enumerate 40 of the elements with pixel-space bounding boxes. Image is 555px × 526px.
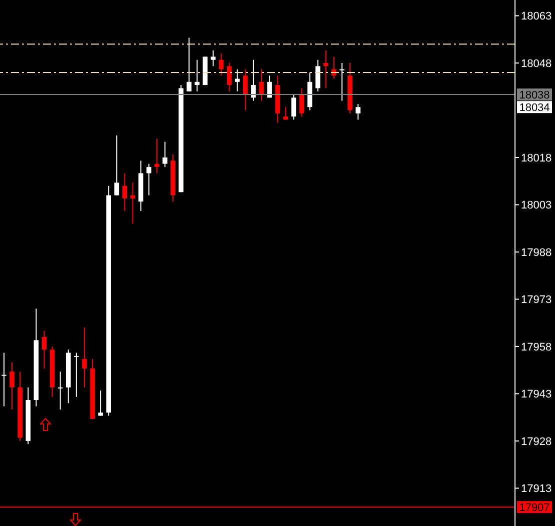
annotation: 18034 <box>519 102 550 114</box>
candlestick <box>259 68 264 102</box>
candlestick <box>194 59 200 92</box>
candlestick <box>251 59 256 102</box>
y-tick-label: 18063 <box>521 10 552 23</box>
candlestick <box>82 327 87 388</box>
candlestick <box>218 53 224 76</box>
candlestick <box>74 352 79 398</box>
candlestick <box>291 94 296 120</box>
ref-line-label: 18038 <box>519 89 550 102</box>
candlestick <box>340 62 344 102</box>
candlestick <box>2 352 6 407</box>
y-tick-label: 18018 <box>521 152 552 164</box>
y-tick-label: 17943 <box>521 388 552 401</box>
y-tick-label: 17973 <box>521 294 552 306</box>
candlestick <box>122 172 128 212</box>
candlestick <box>154 138 160 174</box>
ref-line-label: 17907 <box>519 502 550 514</box>
y-tick-label: 17928 <box>521 436 552 448</box>
candlestick <box>283 106 288 120</box>
candlestick <box>356 103 360 120</box>
y-tick-label: 18003 <box>521 200 552 212</box>
y-tick-label: 17913 <box>521 483 552 496</box>
candlestick <box>162 141 168 168</box>
candlestick <box>58 371 63 410</box>
y-tick-label: 17988 <box>521 246 552 259</box>
candlestick <box>130 182 136 224</box>
y-tick-label: 17958 <box>521 341 552 354</box>
candlestick <box>10 362 14 410</box>
candlestick <box>234 68 240 92</box>
candlestick <box>226 62 232 92</box>
candlestick <box>299 88 304 118</box>
candlestick <box>98 390 103 416</box>
candlestick <box>186 37 192 92</box>
y-tick-label: 18048 <box>521 58 552 70</box>
candlestick <box>42 330 47 370</box>
candlestick <box>114 134 120 196</box>
candlestick <box>323 50 328 89</box>
candlestick <box>210 50 216 67</box>
candlestick <box>243 68 248 111</box>
